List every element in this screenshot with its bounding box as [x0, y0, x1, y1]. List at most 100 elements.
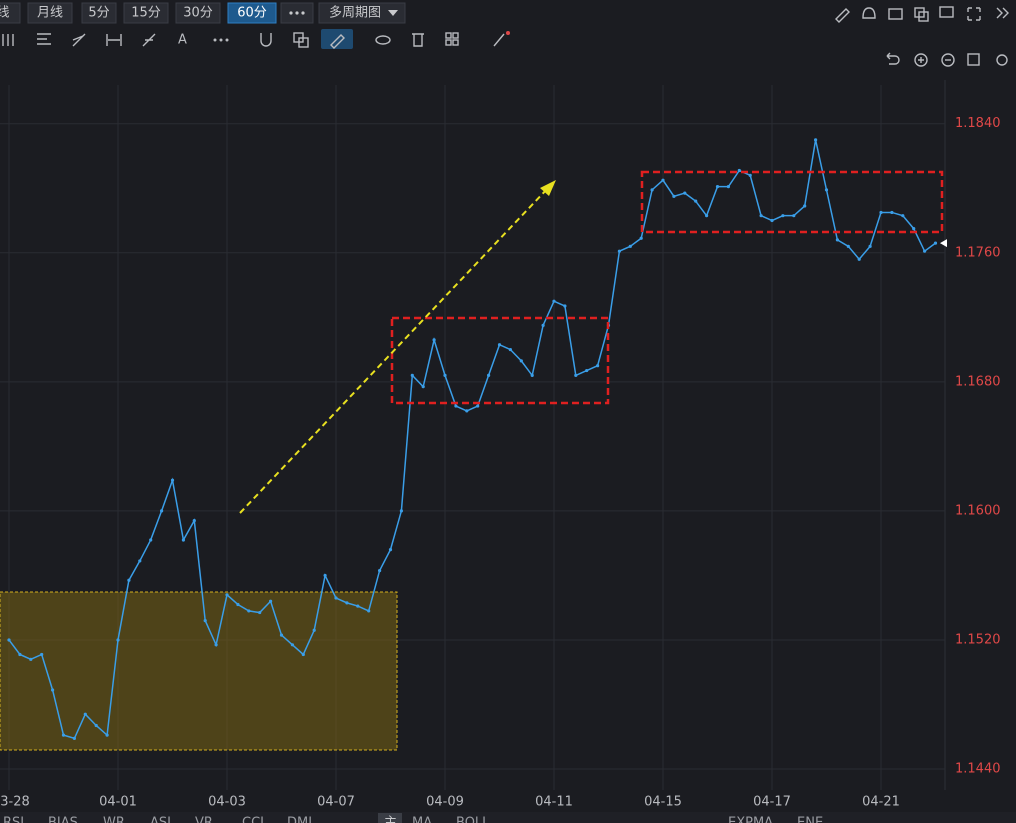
tab[interactable] — [175, 2, 221, 24]
price-point — [312, 628, 316, 632]
multi-period-button[interactable] — [318, 2, 406, 24]
x-tick-label: 3-28 — [0, 795, 30, 810]
price-point — [356, 604, 360, 608]
top-right-icons[interactable] — [835, 6, 1009, 23]
price-point — [705, 214, 709, 218]
price-point — [247, 609, 251, 613]
x-tick-label: 04-03 — [208, 795, 246, 810]
tab-label: 月线 — [37, 6, 63, 21]
price-point — [367, 609, 371, 613]
indicator-tab[interactable]: MA — [412, 816, 432, 823]
price-point — [770, 218, 774, 223]
tab-label: 15分 — [131, 6, 161, 21]
tab-label: 60分 — [237, 6, 267, 21]
price-point — [650, 188, 654, 192]
price-point — [846, 244, 850, 248]
price-point — [879, 210, 883, 215]
price-point — [672, 194, 676, 198]
tab[interactable] — [81, 2, 117, 24]
price-point — [214, 643, 218, 647]
trend-arrow[interactable] — [239, 187, 549, 514]
price-point — [901, 214, 905, 218]
price-point — [149, 538, 153, 542]
indicator-tab[interactable]: BIAS — [48, 816, 78, 823]
price-point — [694, 199, 698, 203]
price-point — [476, 404, 480, 408]
indicator-tab[interactable]: ENE — [797, 816, 823, 823]
indicator-tab[interactable]: WR — [103, 816, 125, 823]
price-point — [192, 518, 196, 523]
price-point — [563, 304, 567, 308]
price-point — [661, 178, 665, 182]
price-point — [857, 257, 861, 261]
price-point — [301, 652, 305, 657]
price-point — [574, 373, 578, 377]
price-point — [334, 596, 338, 600]
tab[interactable] — [0, 2, 21, 24]
period-tabs: 线 月线 5分 15分 30分 60分 — [0, 2, 277, 24]
y-tick-label: 1.1840 — [955, 116, 1001, 131]
indicator-tab[interactable]: ASI — [150, 816, 171, 823]
arrow-head — [540, 180, 556, 196]
price-point — [912, 226, 916, 231]
text-tool[interactable]: A — [178, 33, 187, 48]
price-point — [497, 343, 502, 347]
tab[interactable] — [123, 2, 169, 24]
drawing-tools[interactable]: A — [2, 29, 510, 49]
price-point — [824, 188, 829, 192]
price-point — [421, 385, 425, 389]
price-point — [181, 538, 185, 542]
price-point — [933, 241, 938, 245]
price-point — [83, 712, 87, 716]
y-tick-label: 1.1760 — [955, 245, 1001, 260]
chart-controls[interactable] — [886, 52, 1008, 67]
price-point — [726, 185, 731, 189]
price-point — [683, 191, 687, 195]
consolidation-box[interactable] — [390, 316, 610, 405]
price-point — [432, 338, 436, 342]
price-point — [585, 368, 589, 373]
x-tick-label: 04-15 — [644, 795, 682, 810]
indicator-tab[interactable]: EXPMA — [728, 816, 773, 823]
tab-label: 30分 — [183, 6, 213, 21]
tab-label: 5分 — [88, 6, 109, 21]
price-point — [715, 185, 720, 189]
price-point — [519, 359, 523, 363]
price-point — [388, 548, 393, 552]
main-tab[interactable]: 主 — [384, 816, 397, 823]
price-point — [759, 214, 763, 218]
price-point — [454, 404, 458, 408]
indicator-tab[interactable]: BOLL — [456, 816, 490, 823]
price-point — [628, 244, 632, 248]
consolidation-box[interactable] — [640, 170, 944, 234]
indicator-tab[interactable]: RSI — [3, 816, 24, 823]
tab[interactable] — [27, 2, 73, 24]
multi-period-label: 多周期图 — [329, 5, 381, 21]
x-tick-label: 04-01 — [99, 795, 137, 810]
y-tick-label: 1.1440 — [955, 762, 1001, 777]
price-point — [639, 236, 643, 240]
indicator-bar: RSI BIAS WR ASI VR CCI DMI 主 MA BOLL EXPMA ENE — [3, 813, 823, 823]
price-point — [40, 652, 44, 657]
indicator-tab[interactable]: VR — [195, 816, 213, 823]
y-tick-label: 1.1520 — [955, 632, 1001, 647]
main-tab-bg — [378, 813, 402, 823]
indicator-tab[interactable]: DMI — [287, 816, 312, 823]
x-tick-label: 04-21 — [862, 795, 900, 810]
price-point — [868, 244, 872, 248]
range-box[interactable] — [0, 591, 398, 751]
price-point — [596, 364, 600, 368]
x-tick-label: 04-09 — [426, 795, 464, 810]
price-point — [18, 652, 22, 657]
indicator-tab[interactable]: CCI — [242, 816, 264, 823]
tab[interactable] — [227, 2, 277, 24]
price-point — [814, 138, 818, 142]
price-point — [225, 593, 229, 597]
price-point — [345, 601, 349, 605]
price-point — [105, 733, 109, 737]
price-point — [72, 736, 76, 740]
price-point — [465, 409, 469, 413]
plot — [7, 138, 947, 740]
price-point — [138, 559, 142, 563]
